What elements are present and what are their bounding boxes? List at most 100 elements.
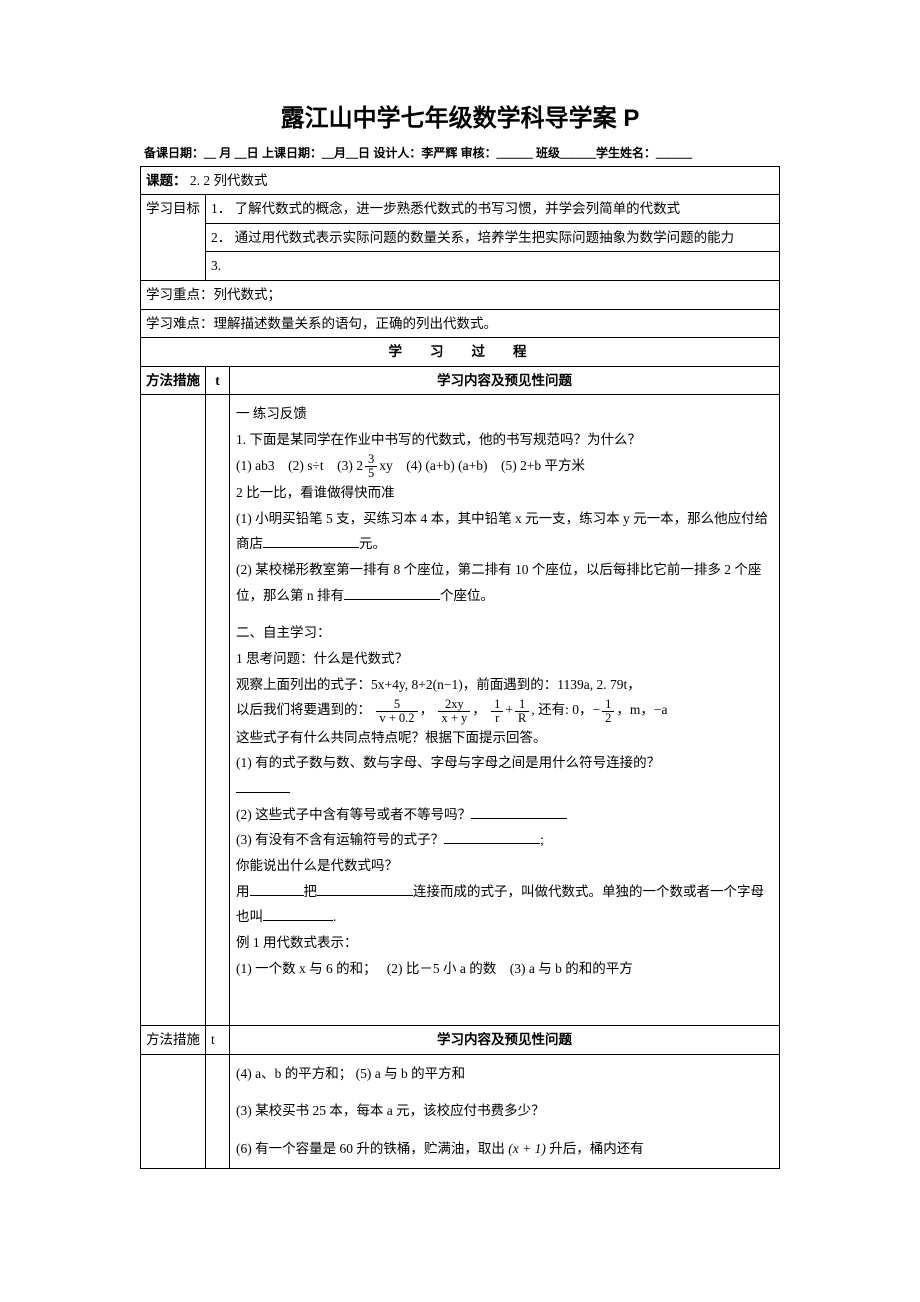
column-header-row-2: 方法措施 t 学习内容及预见性问题 (141, 1026, 780, 1055)
plus: + (505, 702, 513, 717)
s2-3d: , 还有: 0，− (531, 702, 600, 717)
difficulty: 学习难点：理解描述数量关系的语句，正确的列出代数式。 (141, 309, 780, 338)
keypoint-row: 学习重点：列代数式； (141, 280, 780, 309)
ex1-3: (3) a 与 b 的和的平方 (510, 961, 633, 976)
p3-semi: ; (540, 832, 544, 847)
method-cell-2 (141, 1054, 206, 1168)
p3: (3) 有没有不含有运输符号的式子？; (236, 827, 771, 853)
frac5: 12 (602, 698, 614, 725)
c2-l3b: (x + 1) (508, 1141, 546, 1156)
goals-label: 学习目标 (141, 195, 206, 281)
p5b: 把 (304, 884, 318, 899)
frac2: 2xyx + y (438, 698, 470, 725)
c2-l3: (6) 有一个容量是 60 升的铁桶，贮满油，取出 (x + 1) 升后，桶内还… (236, 1136, 771, 1162)
sec2-title: 二、自主学习： (236, 620, 771, 646)
s2-4: 这些式子有什么共同点特点呢？根据下面提示回答。 (236, 725, 771, 751)
p5d: . (333, 909, 336, 924)
col-t: t (206, 366, 230, 395)
p1: (1) 有的式子数与数、数与字母、字母与字母之间是用什么符号连接的？ (236, 750, 771, 776)
difficulty-row: 学习难点：理解描述数量关系的语句，正确的列出代数式。 (141, 309, 780, 338)
c2-l3a: (6) 有一个容量是 60 升的铁桶，贮满油，取出 (236, 1141, 505, 1156)
blank[interactable] (263, 908, 333, 922)
t-cell-1 (206, 395, 230, 1026)
spacer (236, 1086, 771, 1098)
c2-l2: (3) 某校买书 25 本，每本 a 元，该校应付书费多少？ (236, 1098, 771, 1124)
goal2-no: 2． (211, 230, 231, 245)
f2d: x + y (438, 712, 470, 725)
p3-text: (3) 有没有不含有运输符号的式子？ (236, 832, 444, 847)
s2-3: 以后我们将要遇到的： 5v + 0.2， 2xyx + y， 1r+1R, 还有… (236, 697, 771, 725)
content-row-1: 一 练习反馈 1. 下面是某同学在作业中书写的代数式，他的书写规范吗？为什么？ … (141, 395, 780, 1026)
column-header-row-1: 方法措施 t 学习内容及预见性问题 (141, 366, 780, 395)
f1d: v + 0.2 (376, 712, 417, 725)
col-method: 方法措施 (141, 366, 206, 395)
topic-text: 2. 2 列代数式 (190, 173, 268, 188)
q1d: (4) (a+b) (a+b) (406, 458, 487, 473)
f3n: 1 (491, 698, 503, 712)
q2-2a: (2) 某校梯形教室第一排有 8 个座位，第二排有 10 个座位，以后每排比它前… (236, 562, 761, 603)
f5d: 2 (602, 712, 614, 725)
worksheet-table: 课题： 2. 2 列代数式 学习目标 1． 了解代数式的概念，进一步熟悉代数式的… (140, 166, 780, 1169)
sec1-title: 一 练习反馈 (236, 401, 771, 427)
process-header: 学习过程 (141, 338, 780, 367)
blank[interactable] (344, 586, 440, 600)
p4: 你能说出什么是代数式吗？ (236, 853, 771, 879)
f4n: 1 (515, 698, 529, 712)
q1c-pre: (3) 2 (337, 458, 363, 473)
content-row-2: (4) a、b 的平方和； (5) a 与 b 的平方和 (3) 某校买书 25… (141, 1054, 780, 1168)
s2-2: 观察上面列出的式子：5x+4y, 8+2(n−1)，前面遇到的：1139a, 2… (236, 672, 771, 698)
goal-row-3: 3. (141, 252, 780, 281)
q1-options: (1) ab3 (2) s÷t (3) 235xy (4) (a+b) (a+b… (236, 453, 771, 481)
blank[interactable] (444, 831, 540, 845)
goal-row-2: 2． 通过用代数式表示实际问题的数量关系，培养学生把实际问题抽象为数学问题的能力 (141, 223, 780, 252)
col-content-2: 学习内容及预见性问题 (230, 1026, 780, 1055)
blank[interactable] (236, 780, 290, 794)
page-title: 露江山中学七年级数学科导学案 P (140, 100, 780, 138)
goal-row-1: 学习目标 1． 了解代数式的概念，进一步熟悉代数式的书写习惯，并学会列简单的代数… (141, 195, 780, 224)
goal2: 通过用代数式表示实际问题的数量关系，培养学生把实际问题抽象为数学问题的能力 (235, 230, 735, 245)
p5a: 用 (236, 884, 250, 899)
blank[interactable] (250, 882, 304, 896)
col-method-2: 方法措施 (141, 1026, 206, 1055)
q1a: (1) ab3 (236, 458, 275, 473)
process-header-row: 学习过程 (141, 338, 780, 367)
q1c-suf: xy (379, 458, 393, 473)
s2-3e: ，m，−a (616, 702, 667, 717)
s2-1: 1 思考问题：什么是代数式？ (236, 646, 771, 672)
q2-2b: 个座位。 (440, 588, 494, 603)
topic-label: 课题： (146, 173, 187, 188)
c2-l3c: 升后，桶内还有 (549, 1141, 644, 1156)
col-content: 学习内容及预见性问题 (230, 366, 780, 395)
blank[interactable] (471, 805, 567, 819)
c2-l1: (4) a、b 的平方和； (5) a 与 b 的平方和 (236, 1061, 771, 1087)
t-cell-2 (206, 1054, 230, 1168)
q2: 2 比一比，看谁做得快而准 (236, 480, 771, 506)
blank[interactable] (263, 535, 359, 549)
q1c-num: 3 (365, 453, 377, 467)
f4d: R (515, 712, 529, 725)
f5n: 1 (602, 698, 614, 712)
q2-1b: 元。 (359, 536, 386, 551)
q1b: (2) s÷t (288, 458, 324, 473)
content-cell-1: 一 练习反馈 1. 下面是某同学在作业中书写的代数式，他的书写规范吗？为什么？ … (230, 395, 780, 1026)
spacer-tall (236, 981, 771, 1019)
spacer (236, 608, 771, 620)
method-cell-1 (141, 395, 206, 1026)
q1: 1. 下面是某同学在作业中书写的代数式，他的书写规范吗？为什么？ (236, 427, 771, 453)
goal1: 了解代数式的概念，进一步熟悉代数式的书写习惯，并学会列简单的代数式 (235, 201, 681, 216)
ex1-2: (2) 比－5 小 a 的数 (387, 961, 496, 976)
q1c-frac: 35 (365, 453, 377, 480)
p5: 用把连接而成的式子，叫做代数式。单独的一个数或者一个字母也叫. (236, 879, 771, 930)
ex1-1: (1) 一个数 x 与 6 的和； (236, 961, 377, 976)
col-t-2: t (206, 1026, 230, 1055)
q1c-den: 5 (365, 467, 377, 480)
goal3-no: 3. (211, 258, 221, 273)
ex1-title: 例 1 用代数式表示： (236, 930, 771, 956)
content-cell-2: (4) a、b 的平方和； (5) a 与 b 的平方和 (3) 某校买书 25… (230, 1054, 780, 1168)
f3d: r (491, 712, 503, 725)
s2-3c: ， (472, 702, 486, 717)
ex1-items: (1) 一个数 x 与 6 的和； (2) 比－5 小 a 的数 (3) a 与… (236, 956, 771, 982)
p2-text: (2) 这些式子中含有等号或者不等号吗？ (236, 807, 471, 822)
blank[interactable] (317, 882, 413, 896)
spacer (236, 1124, 771, 1136)
